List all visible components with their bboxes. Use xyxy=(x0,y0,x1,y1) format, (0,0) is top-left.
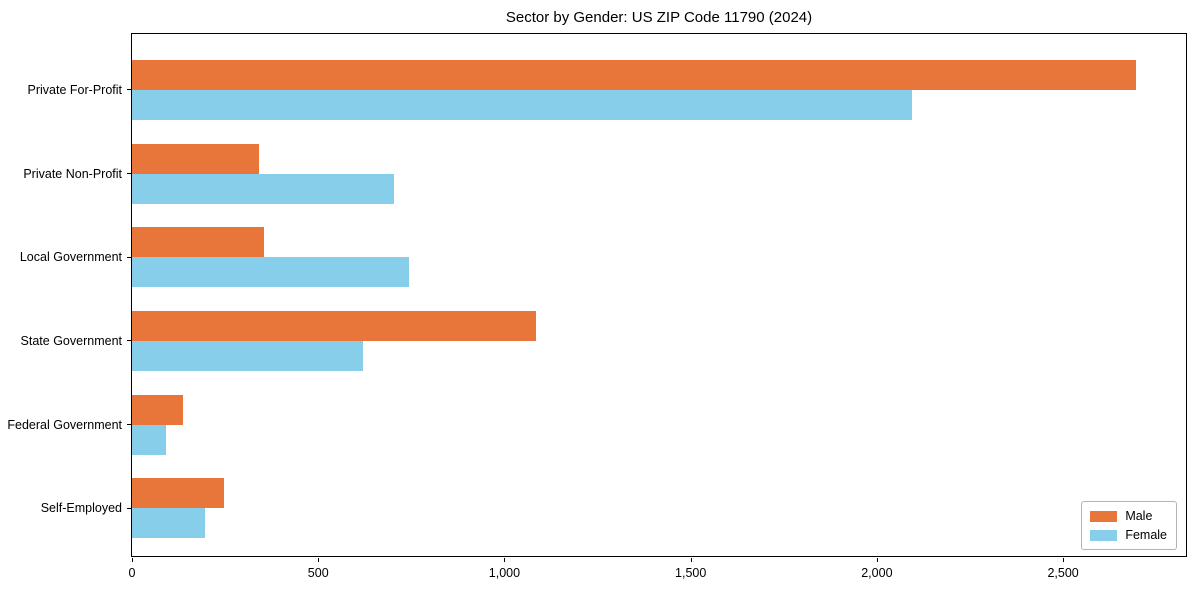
y-tick-mark xyxy=(127,340,131,342)
legend-entry-female: Female xyxy=(1090,528,1167,542)
x-tick-mark xyxy=(876,557,878,562)
bar-male-self-employed xyxy=(132,478,224,509)
y-tick-mark xyxy=(127,256,131,258)
x-tick-mark xyxy=(132,557,133,562)
y-tick-mark xyxy=(127,424,131,426)
bar-groups: Private For-Profit Private Non-Profit Loca… xyxy=(7,34,1186,556)
x-tick-mark xyxy=(504,557,506,562)
bar-male-private-for-profit xyxy=(132,59,1136,90)
female-color-swatch xyxy=(1090,529,1118,541)
male-color-swatch xyxy=(1090,510,1118,522)
x-tick-label: 2,500 xyxy=(1047,566,1079,580)
bar-group-private-for-profit: Private For-Profit xyxy=(28,48,1186,132)
bar-group-private-non-profit: Private Non-Profit xyxy=(23,132,1186,216)
x-tick-label: 2,000 xyxy=(861,566,893,580)
bar-female-private-for-profit xyxy=(132,89,912,120)
category-label: Local Government xyxy=(19,250,122,265)
legend-entry-male: Male xyxy=(1090,509,1167,523)
bar-group-federal-government: Federal Government xyxy=(7,383,1186,467)
bar-female-state-government xyxy=(132,340,363,371)
category-label: Federal Government xyxy=(7,417,122,432)
category-label: Private Non-Profit xyxy=(23,166,122,181)
bar-group-state-government: State Government xyxy=(21,299,1186,383)
bar-male-local-government xyxy=(132,227,265,258)
legend: Male Female xyxy=(1081,501,1177,550)
category-label: Private For-Profit xyxy=(27,82,122,97)
chart-title: Sector by Gender: US ZIP Code 11790 (202… xyxy=(505,9,813,26)
legend-label-male: Male xyxy=(1125,509,1153,523)
y-tick-mark xyxy=(127,89,131,91)
y-tick-mark xyxy=(127,173,131,174)
bar-female-private-non-profit xyxy=(132,173,395,204)
x-tick-label: 500 xyxy=(307,566,329,580)
x-tick-label: 0 xyxy=(128,566,136,580)
y-tick-mark xyxy=(127,507,131,509)
category-label: Self-Employed xyxy=(40,501,122,516)
x-tick-mark xyxy=(318,557,320,562)
category-label: State Government xyxy=(20,333,122,348)
bar-female-local-government xyxy=(132,257,410,288)
bar-female-federal-government xyxy=(132,424,166,455)
bar-male-private-non-profit xyxy=(132,143,260,174)
plot-area: Private For-Profit Private Non-Profit Loca… xyxy=(7,33,1187,580)
bar-group-self-employed: Self-Employed xyxy=(41,466,1186,550)
legend-label-female: Female xyxy=(1125,528,1167,542)
bar-male-state-government xyxy=(132,310,537,341)
bar-female-self-employed xyxy=(132,508,206,539)
bar-male-federal-government xyxy=(132,394,183,425)
x-tick-label: 1,500 xyxy=(675,566,707,580)
x-tick-label: 1,000 xyxy=(488,566,521,580)
x-tick-mark xyxy=(1063,557,1065,562)
bar-group-local-government: Local Government xyxy=(20,215,1186,299)
x-tick-mark xyxy=(690,557,692,562)
